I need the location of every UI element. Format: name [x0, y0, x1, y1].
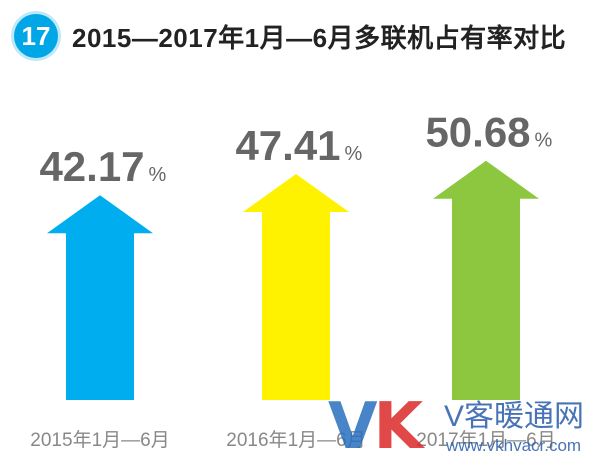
category-label-1: 2015年1月—6月 — [30, 429, 169, 451]
watermark-logo: VK — [328, 390, 423, 464]
arrow-bar-3 — [433, 160, 539, 400]
value-unit-1: % — [149, 164, 167, 186]
chart-header: 17 2015—2017年1月—6月多联机占有率对比 — [14, 10, 566, 62]
watermark-site-name: V客暖通网 — [444, 400, 585, 433]
watermark-url: www.vkhvacr.com — [446, 436, 582, 455]
category-label-2: 2016年1月—6月 — [226, 429, 365, 451]
value-label-1: 42.17 — [39, 143, 144, 190]
arrow-bar-2 — [243, 173, 349, 400]
arrow-bar-1 — [47, 195, 153, 400]
chart-number-badge: 17 — [14, 14, 58, 58]
category-label-3: 2017年1月—6月 — [416, 429, 555, 451]
value-label-3: 50.68 — [425, 109, 530, 156]
watermark: VK V客暖通网 www.vkhvacr.com — [328, 392, 600, 472]
value-unit-2: % — [345, 143, 363, 165]
chart-title: 2015—2017年1月—6月多联机占有率对比 — [72, 22, 567, 53]
value-label-2: 47.41 — [235, 122, 340, 169]
value-unit-3: % — [535, 130, 553, 152]
